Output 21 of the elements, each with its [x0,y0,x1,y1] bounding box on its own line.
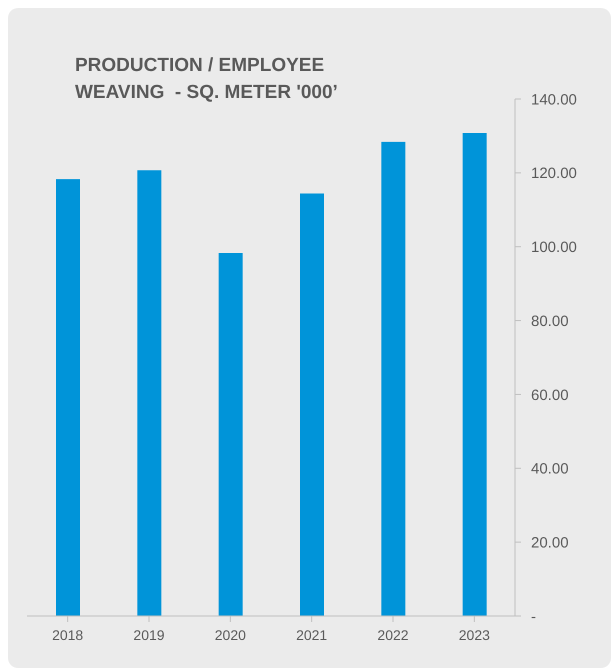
y-tick-label: 120.00 [531,165,577,182]
y-tick-label: 80.00 [531,312,569,330]
x-tick-label: 2020 [214,626,246,643]
x-tick-label: 2021 [296,626,328,643]
x-tick-label: 2018 [52,626,84,643]
y-tick-label: 20.00 [531,534,569,552]
y-tick-label: - [531,608,536,626]
x-tick-label: 2019 [133,626,165,643]
bar [300,194,324,616]
bar [137,170,162,616]
bar [218,252,243,616]
x-tick-label: 2023 [458,626,490,643]
bar [56,179,80,616]
bar [462,132,487,616]
y-tick-label: 100.00 [531,239,577,256]
y-tick-label: 40.00 [531,460,569,478]
x-tick-label: 2022 [377,626,409,643]
bar [381,142,406,616]
chart-title: PRODUCTION / EMPLOYEE WEAVING - SQ. METER '000’ [75,54,338,105]
y-tick-label: 140.00 [531,91,577,108]
y-tick-label: 60.00 [531,386,569,404]
